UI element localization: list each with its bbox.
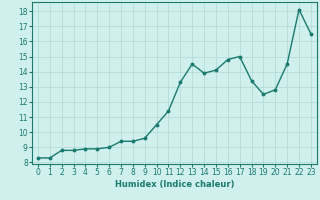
X-axis label: Humidex (Indice chaleur): Humidex (Indice chaleur) [115, 180, 234, 189]
